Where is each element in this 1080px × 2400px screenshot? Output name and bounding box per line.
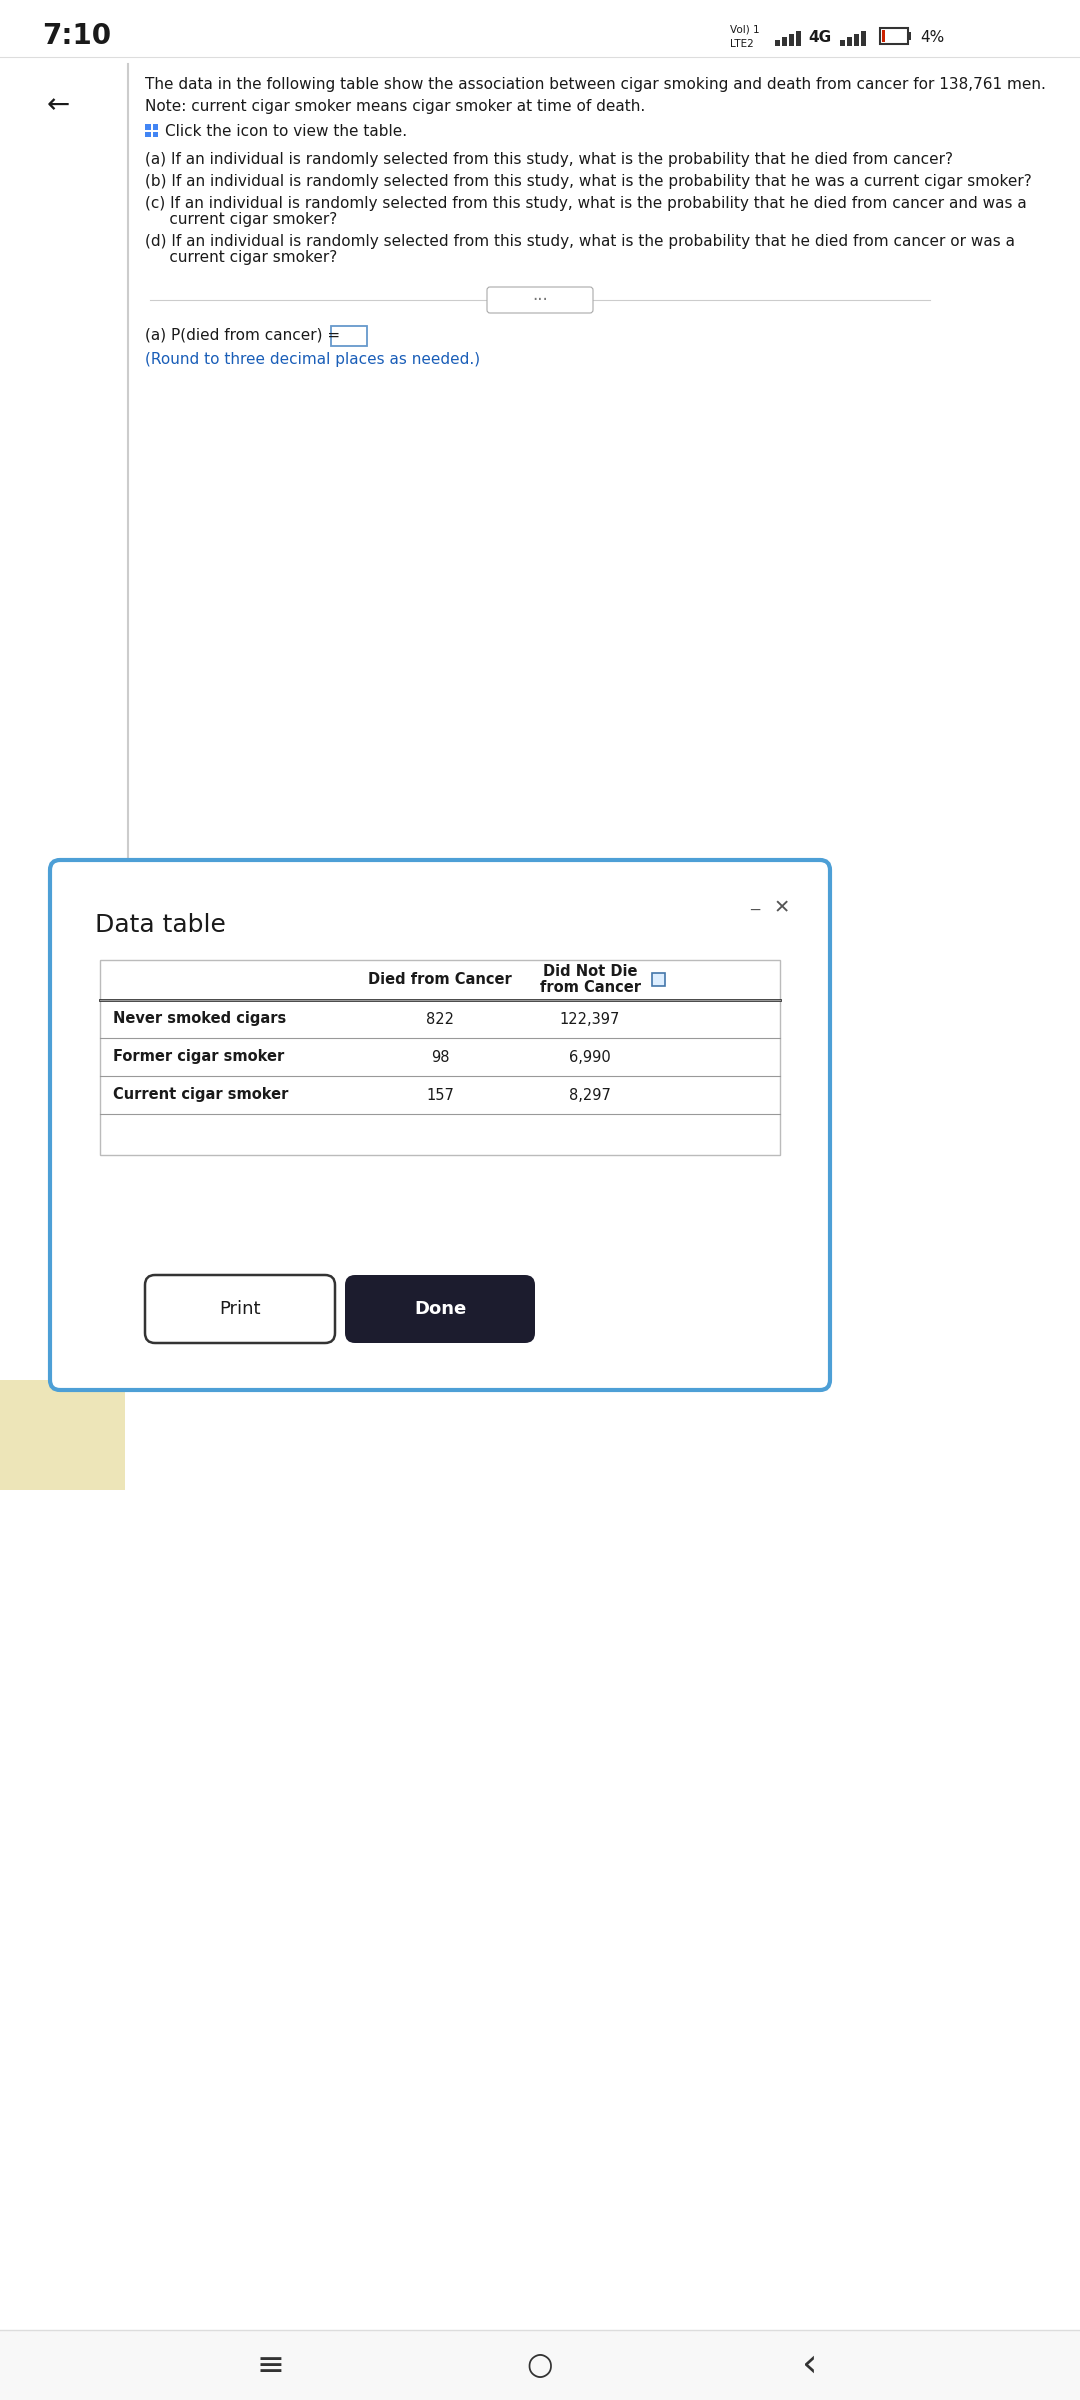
Text: current cigar smoker?: current cigar smoker? (145, 211, 337, 228)
Text: Current cigar smoker: Current cigar smoker (113, 1087, 288, 1102)
Bar (854, 34, 859, 46)
Text: Click the icon to view the table.: Click the icon to view the table. (165, 122, 407, 139)
Text: LTE2: LTE2 (730, 38, 754, 48)
Bar (775, 41, 780, 46)
Text: 122,397: 122,397 (559, 1010, 620, 1027)
Bar (880, 29, 908, 43)
Bar (908, 31, 912, 41)
Text: 6,990: 6,990 (569, 1049, 611, 1066)
FancyBboxPatch shape (50, 859, 831, 1390)
Text: Print: Print (219, 1301, 260, 1318)
Text: (c) If an individual is randomly selected from this study, what is the probabili: (c) If an individual is randomly selecte… (145, 197, 1027, 211)
Text: ○: ○ (527, 2350, 553, 2378)
Text: (a) If an individual is randomly selected from this study, what is the probabili: (a) If an individual is randomly selecte… (145, 151, 953, 168)
Text: Died from Cancer: Died from Cancer (368, 972, 512, 986)
Bar (796, 31, 801, 46)
Bar (0, 1380, 125, 1490)
Bar (840, 41, 845, 46)
Bar (100, 960, 780, 1154)
Text: (a) P(died from cancer) =: (a) P(died from cancer) = (145, 329, 340, 343)
Text: ←: ← (46, 91, 69, 120)
Text: (b) If an individual is randomly selected from this study, what is the probabili: (b) If an individual is randomly selecte… (145, 173, 1031, 190)
Bar (152, 125, 158, 130)
Bar (782, 36, 787, 46)
Bar (652, 972, 665, 986)
Text: Done: Done (414, 1301, 467, 1318)
Text: Did Not Die: Did Not Die (543, 965, 637, 979)
Text: 98: 98 (431, 1049, 449, 1066)
Bar (0, 2330, 1080, 2400)
Text: ···: ··· (532, 290, 548, 310)
Text: ✕: ✕ (773, 898, 791, 917)
Text: (Round to three decimal places as needed.): (Round to three decimal places as needed… (145, 353, 481, 367)
Bar (882, 29, 885, 41)
Bar (145, 125, 150, 130)
Text: The data in the following table show the association between cigar smoking and d: The data in the following table show the… (145, 77, 1045, 91)
Bar (789, 34, 794, 46)
Text: Note: current cigar smoker means cigar smoker at time of death.: Note: current cigar smoker means cigar s… (145, 98, 645, 113)
Text: Data table: Data table (95, 912, 226, 936)
Text: 822: 822 (426, 1010, 454, 1027)
Text: (d) If an individual is randomly selected from this study, what is the probabili: (d) If an individual is randomly selecte… (145, 233, 1015, 250)
Text: ─: ─ (751, 902, 759, 917)
FancyBboxPatch shape (345, 1274, 535, 1344)
Text: ≡: ≡ (256, 2350, 284, 2381)
Text: Never smoked cigars: Never smoked cigars (113, 1010, 286, 1027)
Text: 4G: 4G (809, 29, 832, 46)
Text: 7:10: 7:10 (42, 22, 111, 50)
Text: 8,297: 8,297 (569, 1087, 611, 1102)
Bar (330, 326, 367, 346)
Text: current cigar smoker?: current cigar smoker? (145, 250, 337, 264)
FancyBboxPatch shape (145, 1274, 335, 1344)
Bar (847, 36, 852, 46)
Text: 157: 157 (427, 1087, 454, 1102)
Bar (152, 132, 158, 137)
Text: Former cigar smoker: Former cigar smoker (113, 1049, 284, 1066)
Text: Vol) 1: Vol) 1 (730, 24, 759, 36)
Text: 4%: 4% (920, 29, 944, 46)
Text: from Cancer: from Cancer (540, 979, 640, 994)
Bar (145, 132, 150, 137)
Text: ‹: ‹ (802, 2347, 818, 2383)
FancyBboxPatch shape (487, 288, 593, 312)
Bar (861, 31, 866, 46)
